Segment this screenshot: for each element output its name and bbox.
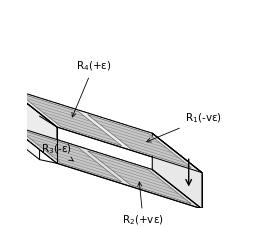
Polygon shape	[152, 133, 202, 209]
Polygon shape	[7, 88, 202, 173]
Polygon shape	[7, 88, 57, 163]
Polygon shape	[88, 151, 191, 204]
Polygon shape	[0, 75, 40, 160]
Text: R$_3$(-ε): R$_3$(-ε)	[41, 142, 73, 161]
Polygon shape	[88, 115, 191, 168]
Polygon shape	[18, 93, 122, 146]
Text: R$_2$(+vε): R$_2$(+vε)	[122, 182, 164, 227]
Polygon shape	[7, 124, 202, 209]
Text: R$_1$(-vε): R$_1$(-vε)	[147, 111, 222, 142]
Text: R$_4$(+ε): R$_4$(+ε)	[72, 59, 111, 117]
Polygon shape	[18, 129, 122, 182]
